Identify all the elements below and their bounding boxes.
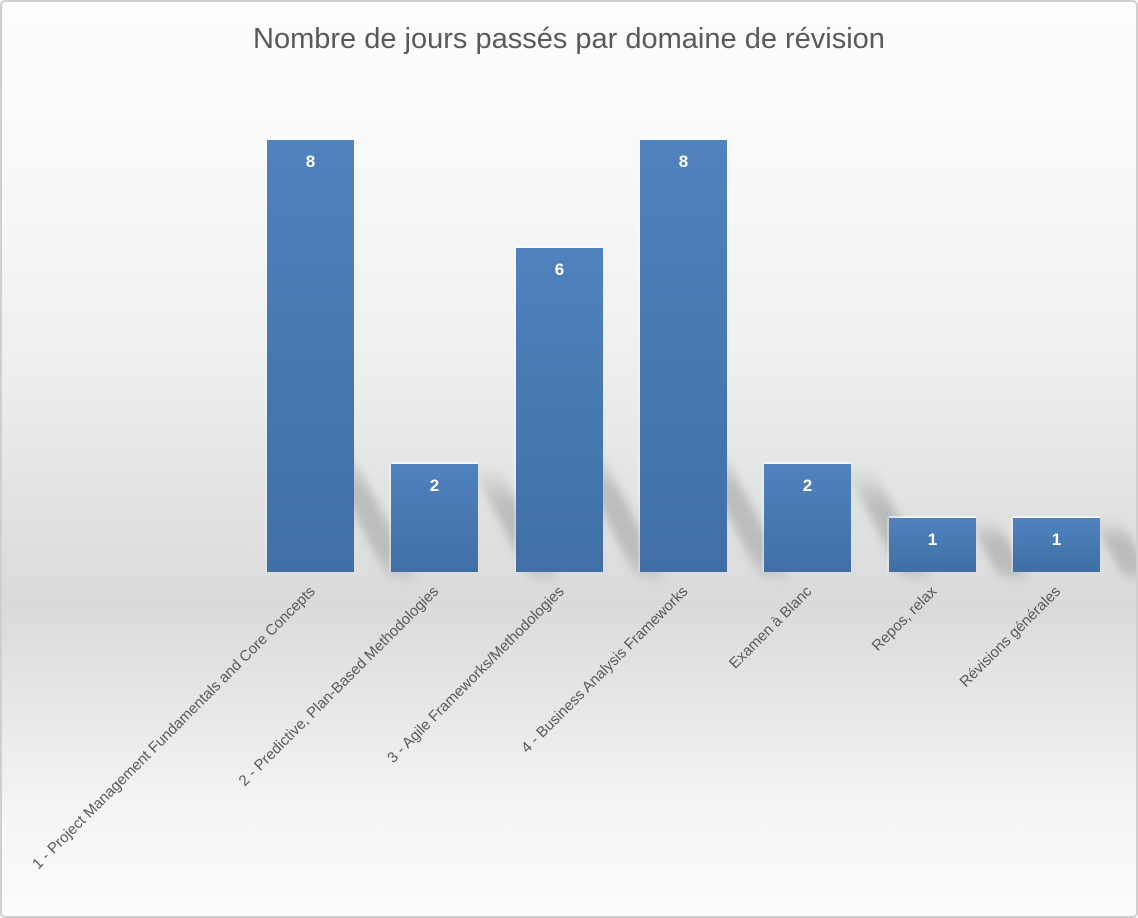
category-label: 2 - Predictive, Plan-Based Methodologies <box>235 583 443 790</box>
bar-value-label: 6 <box>554 260 565 279</box>
bar: 2 <box>391 464 478 572</box>
bar-value-label: 2 <box>429 476 440 495</box>
category-label: Révisions générales <box>956 583 1065 691</box>
bar: 1 <box>1013 518 1100 572</box>
bar-value-label: 2 <box>802 476 813 495</box>
bar-value-label: 1 <box>1051 530 1062 549</box>
bar-value-label: 8 <box>678 152 689 171</box>
bar: 8 <box>640 140 727 572</box>
bar-value-label: 8 <box>305 152 316 171</box>
category-label: 1 - Project Management Fundamentals and … <box>28 583 319 873</box>
category-label: Examen à Blanc <box>726 583 816 673</box>
bar-value-label: 1 <box>927 530 938 549</box>
bar: 8 <box>267 140 354 572</box>
bar: 1 <box>889 518 976 572</box>
chart-title: Nombre de jours passés par domaine de ré… <box>253 23 885 55</box>
bar: 2 <box>764 464 851 572</box>
bar: 6 <box>516 248 603 572</box>
category-label: Repos, relax <box>868 583 941 655</box>
bar-cast-shadow <box>1094 520 1136 580</box>
